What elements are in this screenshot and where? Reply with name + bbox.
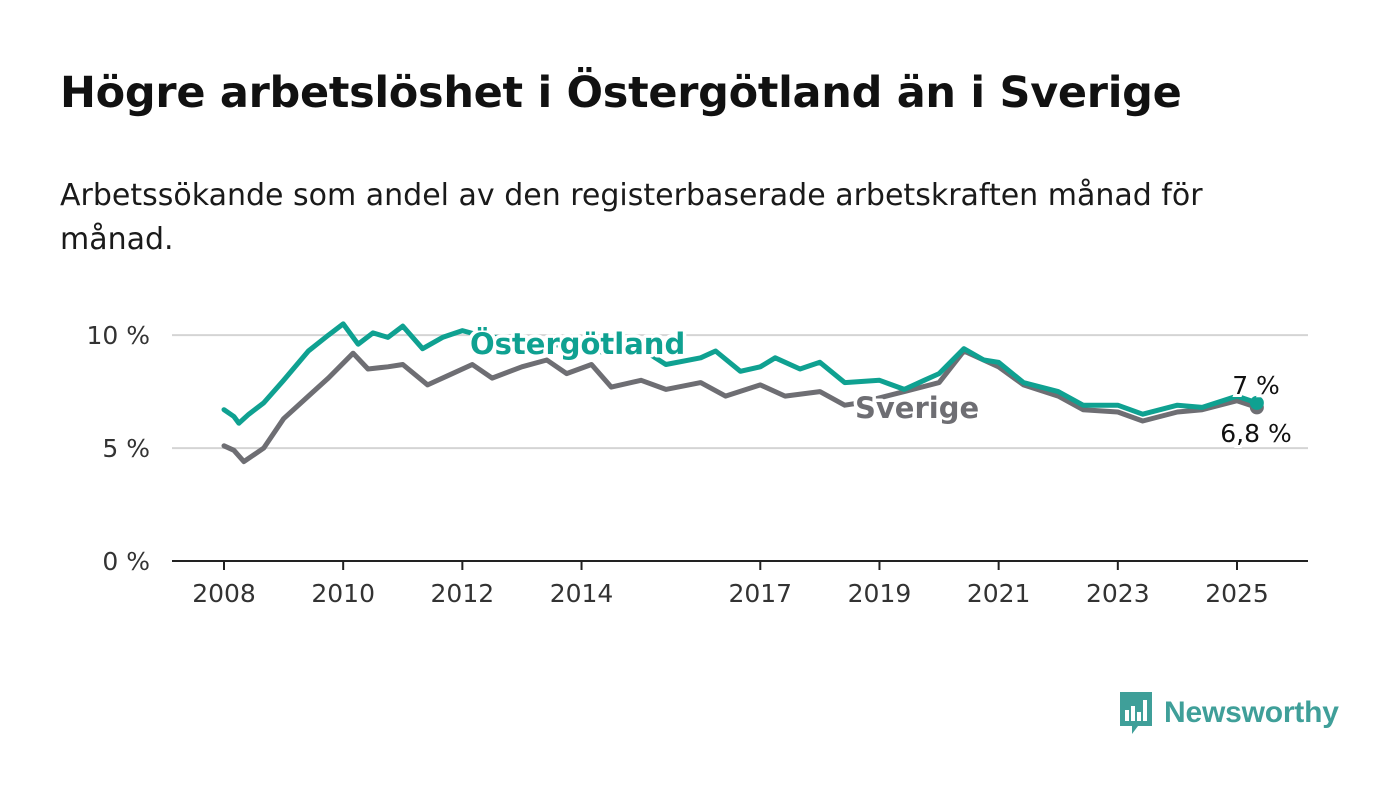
x-tick-label: 2008 (192, 579, 256, 608)
newsworthy-logo: Newsworthy (1118, 690, 1339, 736)
series-name-label: Sverige (855, 391, 979, 425)
series-name-label: Östergötland (470, 327, 685, 361)
x-tick-label: 2021 (967, 579, 1031, 608)
axes: 0 % 5 % 10 % 2008 2010 2012 2014 2017 2019 2021 20… (86, 321, 1308, 608)
y-tick-label: 5 % (102, 434, 150, 463)
gridlines (172, 334, 1308, 450)
series-end-value-label: 6,8 % (1220, 419, 1291, 448)
x-tick-label: 2023 (1086, 579, 1150, 608)
series-end-point (1249, 395, 1264, 410)
chart-subtitle: Arbetssökande som andel av den registerb… (60, 178, 1203, 257)
chart-title: Högre arbetslöshet i Östergötland än i S… (60, 68, 1182, 118)
series-line-sverige (221, 348, 1260, 465)
y-tick-label: 10 % (86, 321, 150, 350)
x-tick-label: 2017 (728, 579, 792, 608)
x-tick-label: 2010 (311, 579, 375, 608)
series-line-ostergotland (221, 321, 1260, 426)
series-lines (221, 321, 1264, 465)
bar-chart-speech-bubble-icon (1120, 692, 1152, 734)
x-tick-label: 2012 (431, 579, 495, 608)
x-tick-label: 2014 (550, 579, 614, 608)
logo-wordmark: Newsworthy (1164, 696, 1339, 729)
series-labels: Östergötland Sverige 7 % 6,8 % (467, 324, 1295, 452)
x-tick-label: 2025 (1205, 579, 1269, 608)
series-end-value-label: 7 % (1232, 371, 1280, 400)
y-tick-label: 0 % (102, 547, 150, 576)
x-tick-label: 2019 (848, 579, 912, 608)
